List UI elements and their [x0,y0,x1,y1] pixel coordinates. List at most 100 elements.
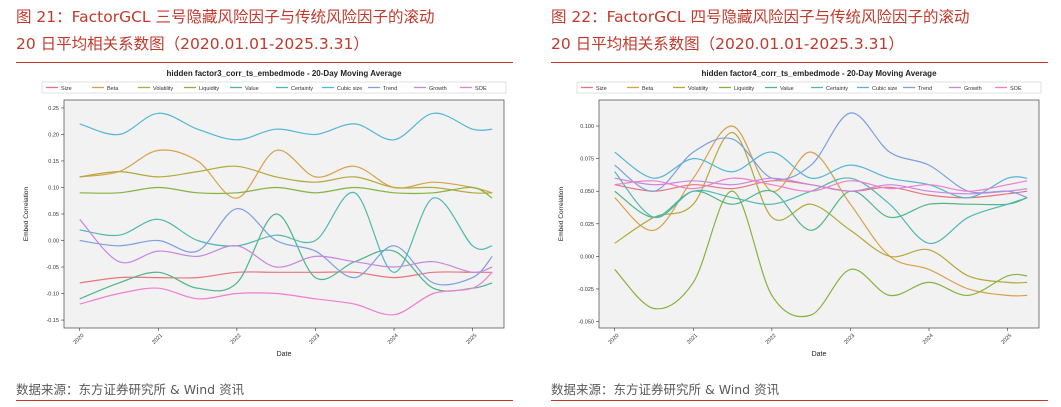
y-tick-label: 0.15 [48,159,59,165]
series-line-soe [614,177,1028,192]
source-note: 数据来源：东方证券研究所 & Wind 资讯 [551,382,780,397]
legend-item-trend: Trend [903,86,932,92]
legend-item-size: Size [581,86,607,92]
series-line-value [79,213,493,300]
legend-label-volatility: Volatility [688,86,708,92]
series-line-cubic-size [614,151,1028,199]
legend-label-certainty: Certainty [826,86,848,92]
caption-line-1: 图 22：FactorGCL 四号隐藏风险因子与传统风险因子的滚动 [551,8,970,26]
caption-line-2: 20 日平均相关系数图（2020.01.01-2025.3.31） [551,35,904,53]
x-tick-label: 2023 [843,333,856,346]
y-tick-label: 0.05 [48,212,59,218]
x-tick-label: 2025 [465,333,478,346]
series-lines [79,112,493,316]
legend-label-size: Size [61,86,72,92]
series-line-volatility [614,132,1028,284]
legend-item-certainty: Certainty [276,86,313,92]
x-tick-label: 2022 [230,333,243,346]
y-tick-label: 0.050 [580,189,594,195]
legend-item-certainty: Certainty [811,86,848,92]
legend-label-liquidity: Liquidity [199,86,219,92]
legend-label-cubic-size: Cubic size [872,86,897,92]
legend-label-certainty: Certainty [291,86,313,92]
series-lines [614,112,1028,318]
legend-item-liquidity: Liquidity [719,86,754,92]
y-tick-label: 0.20 [48,132,59,138]
figure-caption: 图 22：FactorGCL 四号隐藏风险因子与传统风险因子的滚动 20 日平均… [551,4,1061,58]
caption-line-2: 20 日平均相关系数图（2020.01.01-2025.3.31） [16,35,369,53]
series-line-cubic-size [79,112,493,141]
series-line-liquidity [614,190,1028,318]
legend-item-cubic-size: Cubic size [322,86,362,92]
legend-item-soe: SOE [460,86,487,92]
caption-divider [16,62,513,63]
legend-item-trend: Trend [368,86,397,92]
legend-label-value: Value [780,86,794,92]
x-tick-label: 2021 [686,333,699,346]
chart-factor3: hidden factor3_corr_ts_embedmode - 20-Da… [23,69,507,358]
y-tick-label: -0.050 [578,319,594,325]
legend-item-size: Size [46,86,72,92]
x-tick-label: 2020 [73,333,86,346]
y-tick-label: 0.025 [580,222,594,228]
legend-label-volatility: Volatility [153,86,173,92]
y-tick-label: -0.10 [46,292,59,298]
legend-item-volatility: Volatility [673,86,708,92]
x-tick-label: 2021 [151,333,164,346]
legend-label-size: Size [596,86,607,92]
y-tick-label: 0.000 [580,254,594,260]
y-tick-label: 0.25 [48,106,59,112]
y-tick-label: 0.10 [48,185,59,191]
x-tick-label: 2024 [387,333,400,346]
legend-label-cubic-size: Cubic size [337,86,362,92]
series-line-growth [79,218,493,273]
caption-line-1: 图 21：FactorGCL 三号隐藏风险因子与传统风险因子的滚动 [16,8,435,26]
x-tick-label: 2023 [308,333,321,346]
figure-panel-21: 图 21：FactorGCL 三号隐藏风险因子与传统风险因子的滚动 20 日平均… [16,0,527,407]
legend-item-cubic-size: Cubic size [857,86,897,92]
legend-item-value: Value [230,86,259,92]
legend-label-soe: SOE [475,86,487,92]
caption-divider [551,62,1048,63]
chart-legend: Size Beta Volatility Liquidity Value Certaint… [576,81,1042,94]
chart-title: hidden factor4_corr_ts_embedmode - 20-Da… [701,69,937,78]
legend-label-trend: Trend [383,86,397,92]
legend-item-growth: Growth [414,86,447,92]
series-line-certainty [79,192,493,273]
x-axis-label: Date [812,351,827,358]
legend-frame [41,81,507,94]
y-tick-label: -0.025 [578,287,594,293]
legend-label-value: Value [245,86,259,92]
legend-label-liquidity: Liquidity [734,86,754,92]
y-axis-label: Embed Correlation [23,187,30,242]
y-tick-label: -0.15 [46,318,59,324]
legend-item-beta: Beta [92,86,119,92]
legend-label-growth: Growth [964,86,982,92]
series-line-volatility [79,165,493,194]
series-line-growth [614,177,1028,195]
x-tick-label: 2020 [608,333,621,346]
legend-item-growth: Growth [949,86,982,92]
chart-factor4: hidden factor4_corr_ts_embedmode - 20-Da… [558,69,1042,358]
y-axis-label: Embed Correlation [558,187,565,242]
legend-label-soe: SOE [1010,86,1022,92]
y-tick-label: 0.075 [580,157,594,163]
x-axis-label: Date [277,351,292,358]
series-line-beta [79,149,493,199]
series-line-certainty [614,171,1028,244]
legend-item-value: Value [765,86,794,92]
series-line-size [79,271,493,284]
bottom-divider [16,400,513,401]
chart-legend: Size Beta Volatility Liquidity Value Certaint… [41,81,507,94]
legend-label-beta: Beta [642,86,654,92]
source-note: 数据来源：东方证券研究所 & Wind 资讯 [16,382,245,397]
y-tick-label: 0.100 [580,124,594,130]
legend-frame [576,81,1042,94]
y-tick-label: 0.00 [48,239,59,245]
legend-item-volatility: Volatility [138,86,173,92]
legend-item-soe: SOE [995,86,1022,92]
x-tick-label: 2025 [1000,333,1013,346]
series-line-soe [79,271,493,316]
x-tick-label: 2024 [922,333,935,346]
series-line-liquidity [79,186,493,199]
